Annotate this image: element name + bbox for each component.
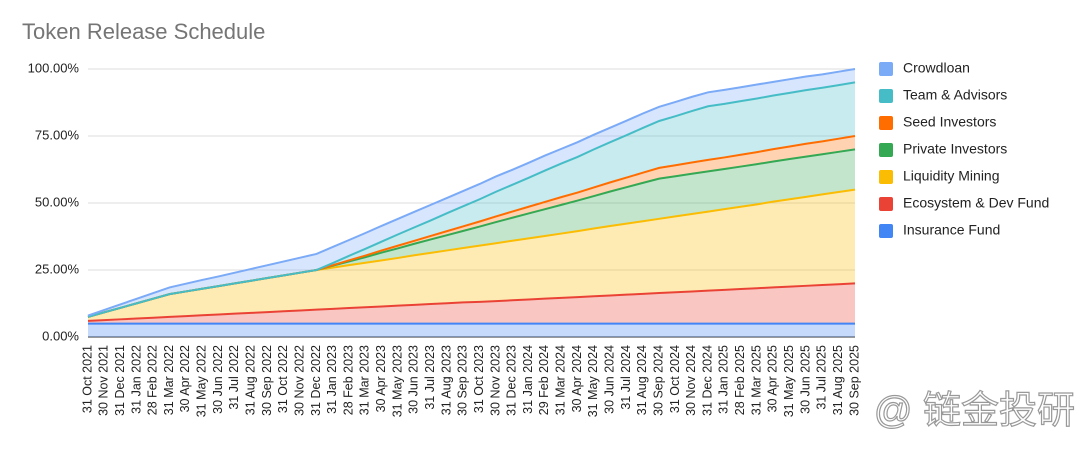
legend-swatch [879, 143, 893, 157]
area [88, 82, 855, 317]
x-tick-label: 30 Jun 2022 [211, 345, 225, 414]
x-tick-label: 31 Dec 2022 [309, 345, 323, 416]
x-tick-label: 31 May 2024 [586, 345, 600, 417]
x-tick-label: 31 Oct 2022 [276, 345, 290, 413]
legend-label: Liquidity Mining [903, 168, 1000, 184]
x-tick-label: 31 Oct 2024 [668, 345, 682, 413]
watermark: @ 链金投研 [874, 390, 1075, 432]
x-tick-label: 31 Aug 2025 [831, 345, 845, 415]
x-tick-label: 31 Aug 2024 [635, 345, 649, 415]
y-tick-label: 75.00% [35, 127, 80, 142]
x-tick-label: 31 Jul 2023 [423, 345, 437, 410]
x-tick-label: 30 Jun 2023 [407, 345, 421, 414]
legend-swatch [879, 116, 893, 130]
x-tick-label: 29 Feb 2024 [537, 345, 551, 415]
x-tick-label: 31 Mar 2023 [358, 345, 372, 415]
x-tick-label: 31 Jul 2024 [619, 345, 633, 410]
chart-title: Token Release Schedule [22, 19, 265, 44]
x-tick-label: 31 Oct 2023 [472, 345, 486, 413]
x-tick-label: 31 Oct 2021 [80, 345, 94, 413]
legend-label: Crowdloan [903, 60, 970, 76]
x-tick-label: 31 Aug 2023 [439, 345, 453, 415]
x-tick-label: 31 Dec 2021 [113, 345, 127, 416]
x-tick-label: 30 Nov 2022 [292, 345, 306, 416]
x-tick-label: 30 Sep 2023 [456, 345, 470, 416]
x-tick-label: 31 Dec 2023 [505, 345, 519, 416]
x-tick-label: 30 Apr 2024 [570, 345, 584, 412]
x-tick-label: 31 Jan 2025 [717, 345, 731, 414]
x-tick-label: 31 May 2025 [782, 345, 796, 417]
x-tick-label: 30 Nov 2023 [488, 345, 502, 416]
x-tick-label: 31 May 2023 [390, 345, 404, 417]
legend-label: Team & Advisors [903, 87, 1007, 103]
area-line [87, 81, 856, 318]
x-tick-label: 31 Jan 2022 [129, 345, 143, 414]
legend-label: Seed Investors [903, 114, 996, 130]
x-tick-label: 30 Jun 2024 [603, 345, 617, 414]
x-tick-label: 31 Jan 2024 [521, 345, 535, 414]
area-line [87, 68, 856, 317]
x-tick-label: 30 Apr 2023 [374, 345, 388, 412]
area [88, 323, 855, 337]
legend-label: Private Investors [903, 141, 1007, 157]
x-tick-label: 30 Sep 2022 [260, 345, 274, 416]
x-tick-label: 30 Apr 2022 [178, 345, 192, 412]
legend-label: Ecosystem & Dev Fund [903, 195, 1049, 211]
y-tick-label: 50.00% [35, 194, 80, 209]
area [88, 149, 855, 317]
x-tick-label: 30 Jun 2025 [798, 345, 812, 414]
legend-swatch [879, 89, 893, 103]
legend-swatch [879, 62, 893, 76]
x-tick-label: 31 Dec 2024 [700, 345, 714, 416]
x-tick-label: 30 Sep 2025 [847, 345, 861, 416]
x-tick-label: 28 Feb 2025 [733, 345, 747, 415]
x-tick-label: 28 Feb 2022 [146, 345, 160, 415]
area [88, 136, 855, 317]
x-tick-label: 28 Feb 2023 [341, 345, 355, 415]
area [88, 189, 855, 321]
y-tick-label: 25.00% [35, 261, 80, 276]
x-tick-label: 30 Sep 2024 [651, 345, 665, 416]
area [88, 69, 855, 317]
x-tick-label: 31 Jan 2023 [325, 345, 339, 414]
area-line [87, 282, 856, 322]
x-tick-label: 30 Nov 2021 [97, 345, 111, 416]
legend-label: Insurance Fund [903, 222, 1000, 238]
legend-swatch [879, 224, 893, 238]
x-tick-label: 31 Mar 2025 [749, 345, 763, 415]
legend-swatch [879, 197, 893, 211]
x-tick-label: 30 Nov 2024 [684, 345, 698, 416]
y-tick-label: 100.00% [28, 60, 80, 75]
x-tick-label: 30 Apr 2025 [766, 345, 780, 412]
y-tick-label: 0.00% [42, 328, 79, 343]
x-tick-label: 31 Jul 2025 [815, 345, 829, 410]
x-tick-label: 31 Aug 2022 [243, 345, 257, 415]
x-tick-label: 31 Jul 2022 [227, 345, 241, 410]
legend-swatch [879, 170, 893, 184]
x-tick-label: 31 May 2022 [195, 345, 209, 417]
x-tick-label: 31 Mar 2022 [162, 345, 176, 415]
x-tick-label: 31 Mar 2024 [554, 345, 568, 415]
